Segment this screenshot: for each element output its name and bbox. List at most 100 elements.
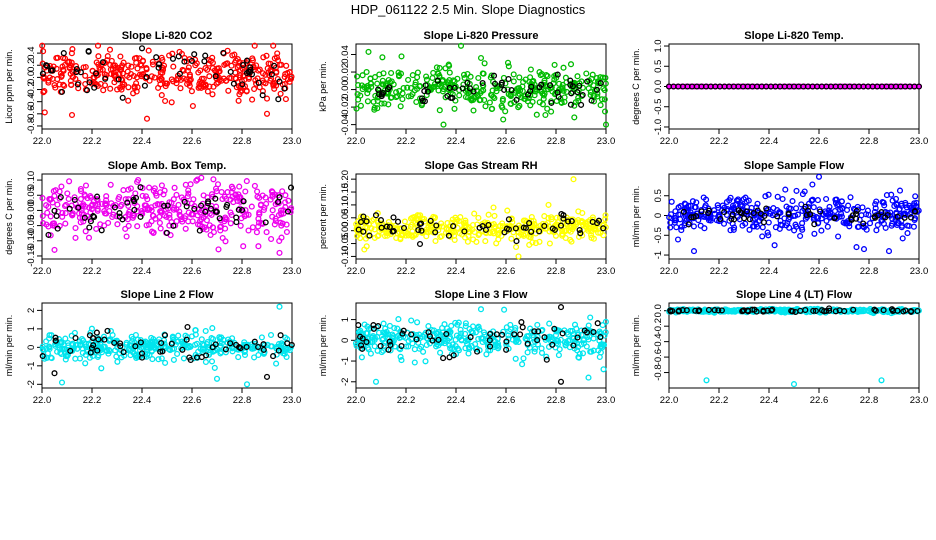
data-point <box>500 328 507 335</box>
data-point <box>754 200 761 207</box>
data-point <box>791 227 798 234</box>
y-tick-label: 0.00 <box>340 80 351 99</box>
data-point <box>811 221 818 228</box>
data-point <box>125 210 132 218</box>
data-point <box>884 211 891 219</box>
x-tick-label: 22.0 <box>33 266 52 277</box>
data-point <box>507 90 514 98</box>
data-point <box>416 83 423 90</box>
data-point <box>517 331 524 338</box>
data-point <box>287 184 295 191</box>
data-point <box>749 306 756 313</box>
data-point <box>232 75 240 82</box>
data-point <box>77 69 84 76</box>
data-point <box>94 193 101 200</box>
data-point <box>187 356 194 364</box>
data-point <box>198 202 205 209</box>
data-point <box>597 74 604 81</box>
data-point <box>211 364 218 371</box>
data-point <box>278 222 285 229</box>
data-point <box>68 81 75 88</box>
data-point <box>229 52 236 59</box>
data-point <box>175 332 182 339</box>
data-point <box>129 335 136 343</box>
data-point <box>765 232 772 239</box>
data-point <box>446 77 453 84</box>
data-point <box>827 209 834 216</box>
y-tick-label: -2 <box>340 378 351 386</box>
data-point <box>128 342 135 349</box>
data-point <box>219 195 226 203</box>
data-point <box>277 332 284 339</box>
data-point <box>275 343 282 350</box>
data-point <box>233 341 240 348</box>
data-point <box>482 226 489 233</box>
data-point <box>125 202 132 209</box>
data-point <box>553 74 560 81</box>
data-point <box>527 66 534 73</box>
data-point <box>176 70 183 77</box>
data-point <box>380 342 387 349</box>
data-point <box>601 108 609 115</box>
data-point <box>228 211 235 219</box>
data-point <box>213 375 221 382</box>
data-point <box>270 42 277 49</box>
data-point <box>164 80 171 87</box>
data-point <box>98 365 105 372</box>
data-point <box>861 224 868 231</box>
data-point <box>355 322 362 329</box>
data-point <box>578 218 585 225</box>
data-point <box>200 81 207 88</box>
data-point <box>546 320 553 327</box>
data-point <box>537 72 544 79</box>
data-point <box>376 71 383 78</box>
data-point <box>518 319 525 326</box>
data-point <box>203 217 210 224</box>
data-point <box>429 337 436 344</box>
data-point <box>179 66 186 73</box>
data-point <box>271 221 278 228</box>
data-point <box>117 343 124 350</box>
data-point <box>365 48 372 55</box>
data-point <box>534 333 541 340</box>
y-tick-label: 0 <box>26 345 37 350</box>
data-point <box>442 65 449 72</box>
data-point <box>149 356 156 363</box>
data-point <box>408 317 415 324</box>
data-point <box>434 77 441 84</box>
data-point <box>588 232 595 239</box>
data-point <box>123 233 130 240</box>
series-all <box>353 176 609 260</box>
data-point <box>222 225 229 232</box>
x-tick-label: 23.0 <box>283 136 302 147</box>
data-point <box>100 333 108 340</box>
data-point <box>742 220 749 227</box>
data-point <box>444 325 451 332</box>
data-point <box>489 87 496 94</box>
data-point <box>759 233 766 240</box>
x-tick-label: 22.2 <box>397 395 416 406</box>
data-point <box>804 306 811 313</box>
data-point <box>86 224 93 231</box>
data-point <box>51 370 58 377</box>
y-tick-label: -1.0 <box>653 119 664 135</box>
data-point <box>531 345 539 352</box>
data-point <box>852 210 860 218</box>
data-point <box>584 78 591 85</box>
data-point <box>111 204 118 211</box>
data-point <box>578 327 585 334</box>
data-point <box>412 79 419 86</box>
data-point <box>860 220 867 227</box>
data-point <box>93 59 100 66</box>
data-point <box>510 78 517 85</box>
data-point <box>168 340 175 347</box>
x-tick-label: 22.0 <box>33 136 52 147</box>
data-point <box>202 352 210 359</box>
data-point <box>878 377 885 384</box>
data-point <box>159 348 166 355</box>
data-point <box>364 344 371 351</box>
data-point <box>66 205 73 212</box>
data-point <box>286 69 293 76</box>
data-point <box>553 337 560 344</box>
data-point <box>249 224 256 231</box>
